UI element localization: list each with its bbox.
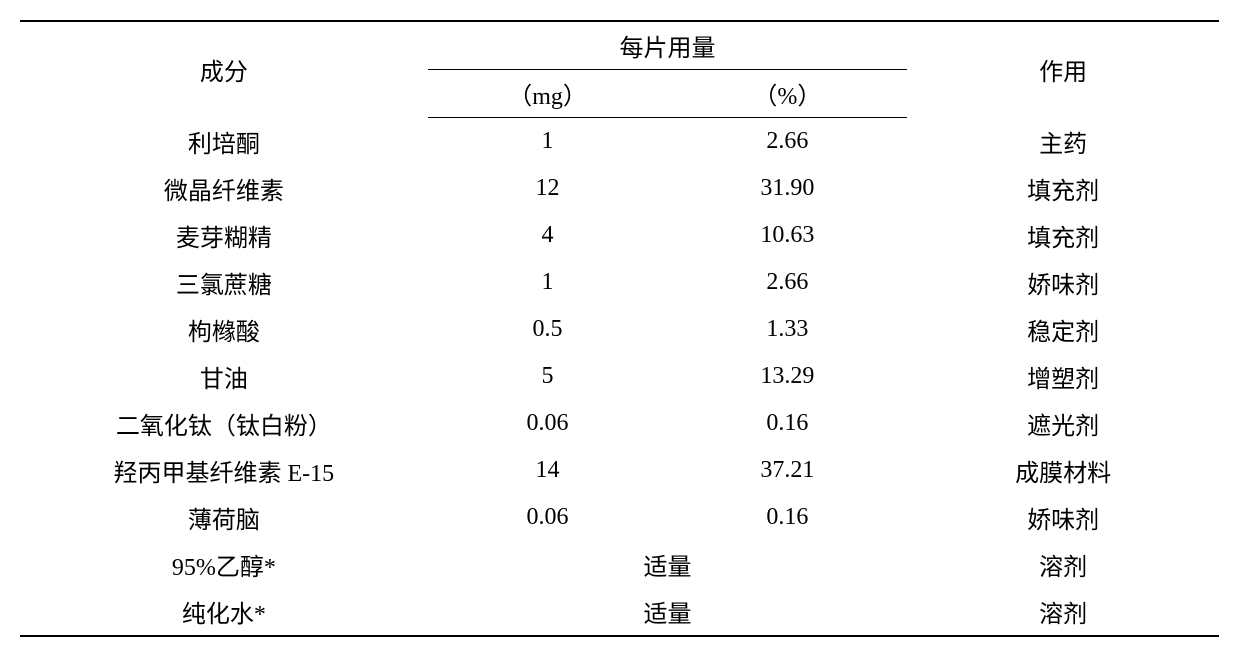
cell-mg: 0.06 [428,400,668,447]
cell-ingredient: 枸橼酸 [20,306,428,353]
cell-mg: 4 [428,212,668,259]
cell-mg: 0.5 [428,306,668,353]
cell-pct: 13.29 [667,353,907,400]
table-row: 麦芽糊精410.63填充剂 [20,212,1219,259]
cell-ingredient: 麦芽糊精 [20,212,428,259]
cell-mg: 1 [428,259,668,306]
header-dosage-group: 每片用量 [428,21,908,70]
header-pct: （%） [667,70,907,118]
header-ingredient: 成分 [20,21,428,118]
table-body: 利培酮12.66主药微晶纤维素1231.90填充剂麦芽糊精410.63填充剂三氯… [20,118,1219,636]
cell-ingredient: 羟丙甲基纤维素 E-15 [20,447,428,494]
cell-ingredient: 纯化水* [20,588,428,636]
cell-function: 溶剂 [907,588,1219,636]
cell-ingredient: 薄荷脑 [20,494,428,541]
cell-function: 遮光剂 [907,400,1219,447]
cell-ingredient: 利培酮 [20,118,428,165]
cell-function: 娇味剂 [907,494,1219,541]
cell-pct: 2.66 [667,118,907,165]
table-row: 枸橼酸0.51.33稳定剂 [20,306,1219,353]
cell-mg: 0.06 [428,494,668,541]
cell-ingredient: 二氧化钛（钛白粉） [20,400,428,447]
cell-pct: 2.66 [667,259,907,306]
cell-ingredient: 微晶纤维素 [20,165,428,212]
cell-function: 娇味剂 [907,259,1219,306]
cell-function: 稳定剂 [907,306,1219,353]
cell-mg: 12 [428,165,668,212]
table-row: 薄荷脑0.060.16娇味剂 [20,494,1219,541]
cell-function: 溶剂 [907,541,1219,588]
header-mg: （mg） [428,70,668,118]
cell-ingredient: 三氯蔗糖 [20,259,428,306]
cell-mg: 5 [428,353,668,400]
table-row: 95%乙醇*适量溶剂 [20,541,1219,588]
table-row: 羟丙甲基纤维素 E-151437.21成膜材料 [20,447,1219,494]
table-row: 微晶纤维素1231.90填充剂 [20,165,1219,212]
cell-function: 成膜材料 [907,447,1219,494]
cell-dosage-merged: 适量 [428,541,908,588]
cell-ingredient: 95%乙醇* [20,541,428,588]
header-function: 作用 [907,21,1219,118]
formulation-table-container: 成分 每片用量 作用 （mg） （%） 利培酮12.66主药微晶纤维素1231.… [20,20,1219,637]
table-row: 纯化水*适量溶剂 [20,588,1219,636]
cell-pct: 0.16 [667,400,907,447]
cell-ingredient: 甘油 [20,353,428,400]
cell-function: 增塑剂 [907,353,1219,400]
cell-pct: 31.90 [667,165,907,212]
cell-pct: 10.63 [667,212,907,259]
cell-dosage-merged: 适量 [428,588,908,636]
table-row: 甘油513.29增塑剂 [20,353,1219,400]
cell-pct: 0.16 [667,494,907,541]
cell-pct: 37.21 [667,447,907,494]
cell-pct: 1.33 [667,306,907,353]
table-row: 利培酮12.66主药 [20,118,1219,165]
table-row: 二氧化钛（钛白粉）0.060.16遮光剂 [20,400,1219,447]
cell-function: 填充剂 [907,212,1219,259]
formulation-table: 成分 每片用量 作用 （mg） （%） 利培酮12.66主药微晶纤维素1231.… [20,20,1219,637]
cell-mg: 1 [428,118,668,165]
cell-mg: 14 [428,447,668,494]
cell-function: 填充剂 [907,165,1219,212]
cell-function: 主药 [907,118,1219,165]
table-row: 三氯蔗糖12.66娇味剂 [20,259,1219,306]
